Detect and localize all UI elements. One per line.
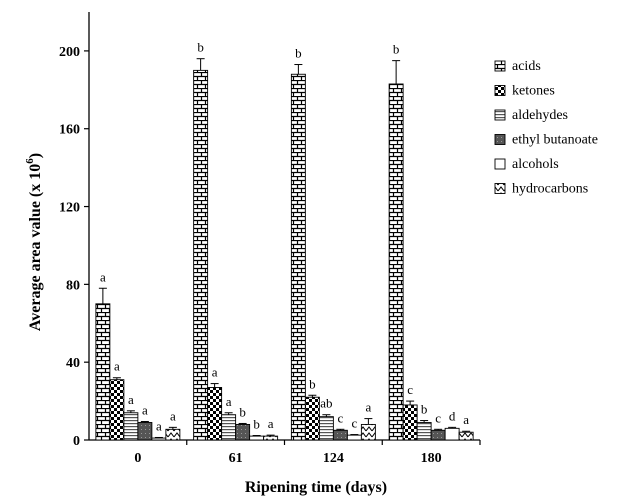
significance-letter: c [407, 382, 413, 397]
significance-letter: b [197, 40, 204, 55]
y-tick-label: 80 [66, 278, 80, 293]
significance-letter: a [463, 412, 469, 427]
significance-letter: b [309, 376, 316, 391]
significance-letter: b [253, 417, 260, 432]
x-tick-label: 61 [229, 451, 243, 466]
significance-letter: ab [320, 396, 332, 411]
significance-letter: a [100, 269, 106, 284]
bar-ethyl-butanoate [137, 422, 153, 441]
x-tick-label: 0 [134, 451, 141, 466]
bar-ketones [207, 387, 223, 441]
significance-letter: c [351, 416, 357, 431]
legend-swatch-ethyl-butanoate [494, 134, 506, 145]
significance-letter: b [295, 46, 302, 61]
significance-letter: a [226, 394, 232, 409]
bar-aldehydes [123, 412, 139, 441]
significance-letter: c [435, 410, 441, 425]
legend-swatch-aldehydes [494, 109, 506, 121]
significance-letter: a [128, 392, 134, 407]
bar-aldehydes [221, 414, 237, 441]
y-axis-title-end: ) [27, 153, 44, 158]
significance-letter: a [114, 359, 120, 374]
y-axis-title-exponent: 6 [24, 158, 36, 164]
legend-label: ethyl butanoate [512, 133, 598, 148]
y-tick-label: 40 [66, 356, 80, 371]
bar-acids [95, 303, 111, 441]
significance-letter: a [365, 400, 371, 415]
legend-label: hydrocarbons [512, 182, 588, 197]
bar-hydrocarbons [458, 431, 474, 441]
bar-ketones [109, 379, 125, 441]
legend-swatch-acids [494, 60, 506, 72]
bar-ethyl-butanoate [430, 429, 446, 441]
legend-swatch-alcohols [494, 158, 506, 170]
bar-hydrocarbons [165, 428, 181, 441]
bar-hydrocarbons [360, 423, 376, 441]
significance-letter: b [239, 404, 246, 419]
y-axis-title-main: Average area value (x 10 [27, 164, 44, 331]
y-tick-label: 120 [59, 201, 80, 216]
legend-label: ketones [512, 84, 555, 99]
bar-aldehydes [416, 422, 432, 441]
x-tick-label: 180 [421, 451, 442, 466]
legend-swatch-ketones [494, 85, 506, 96]
significance-letter: b [393, 42, 400, 57]
bar-ethyl-butanoate [332, 429, 348, 441]
bar-alcohols [151, 437, 167, 441]
bar-acids [388, 83, 404, 441]
bar-ketones [402, 404, 418, 441]
significance-letter: a [268, 416, 274, 431]
y-axis-title: Average area value (x 106) [24, 153, 44, 331]
significance-letter: a [212, 365, 218, 380]
x-tick-label: 124 [323, 451, 344, 466]
legend-label: aldehydes [512, 108, 568, 123]
legend-swatch-hydrocarbons [494, 183, 506, 194]
significance-letter: c [337, 410, 343, 425]
bar-aldehydes [318, 416, 334, 441]
bar-hydrocarbons [263, 435, 279, 441]
legend-label: acids [512, 59, 541, 74]
significance-letter: a [142, 403, 148, 418]
significance-letter: b [421, 402, 428, 417]
significance-letter: d [449, 408, 456, 423]
y-tick-label: 0 [73, 434, 80, 449]
legend-label: alcohols [512, 157, 559, 172]
bar-ketones [304, 396, 320, 441]
legend: acids ketones aldehydes ethyl butanoate alco… [494, 59, 598, 197]
significance-letter: a [156, 418, 162, 433]
y-tick-label: 160 [59, 123, 80, 138]
bar-acids [193, 69, 209, 441]
bar-alcohols [444, 427, 460, 441]
bar-alcohols [249, 435, 265, 441]
significance-letter: a [170, 408, 176, 423]
y-tick-label: 200 [59, 45, 80, 60]
bar-ethyl-butanoate [235, 423, 251, 441]
x-axis-title: Ripening time (days) [245, 479, 387, 496]
bar-acids [290, 73, 306, 441]
bar-alcohols [346, 434, 362, 441]
